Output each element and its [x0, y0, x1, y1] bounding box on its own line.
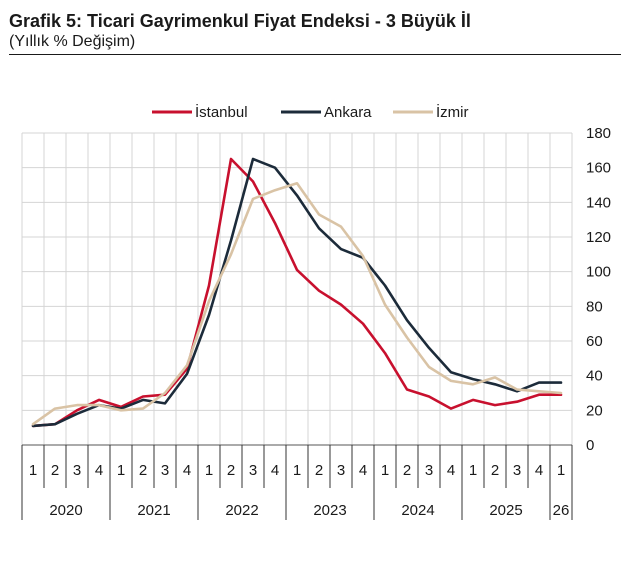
quarter-label: 2 — [139, 462, 147, 479]
chart-title: Grafik 5: Ticari Gayrimenkul Fiyat Endek… — [9, 11, 471, 31]
year-label: 2022 — [225, 502, 258, 519]
quarter-label: 3 — [249, 462, 257, 479]
chart-subtitle: (Yıllık % Değişim) — [9, 33, 136, 50]
y-tick-label: 180 — [586, 125, 611, 142]
quarter-label: 2 — [403, 462, 411, 479]
quarter-label: 3 — [161, 462, 169, 479]
quarter-label: 4 — [535, 462, 543, 479]
series-line — [31, 157, 563, 428]
year-label: 2021 — [137, 502, 170, 519]
series-lines — [31, 157, 563, 428]
quarter-label: 2 — [315, 462, 323, 479]
legend-label: İstanbul — [195, 103, 248, 121]
quarter-label: 4 — [271, 462, 279, 479]
year-label: 26 — [553, 502, 570, 519]
quarter-label: 3 — [513, 462, 521, 479]
y-tick-label: 100 — [586, 264, 611, 281]
year-label: 2025 — [489, 502, 522, 519]
quarter-label: 1 — [117, 462, 125, 479]
y-tick-label: 140 — [586, 194, 611, 211]
legend-label: İzmir — [436, 103, 469, 121]
year-label: 2020 — [49, 502, 82, 519]
series-line — [31, 182, 563, 426]
series-line — [31, 157, 563, 428]
quarter-label: 1 — [293, 462, 301, 479]
legend-label: Ankara — [324, 104, 372, 121]
quarter-label: 1 — [205, 462, 213, 479]
y-axis: 0 20 40 60 80 100 120 140 160 180 — [586, 125, 611, 454]
quarter-label: 1 — [381, 462, 389, 479]
quarter-label: 4 — [95, 462, 103, 479]
year-label: 2024 — [401, 502, 434, 519]
quarter-label: 3 — [337, 462, 345, 479]
y-tick-label: 20 — [586, 402, 603, 419]
quarter-label: 4 — [183, 462, 191, 479]
y-tick-label: 0 — [586, 437, 594, 454]
y-tick-label: 80 — [586, 298, 603, 315]
title-block: Grafik 5: Ticari Gayrimenkul Fiyat Endek… — [9, 10, 621, 55]
quarter-label: 1 — [469, 462, 477, 479]
y-tick-label: 120 — [586, 229, 611, 246]
y-tick-label: 160 — [586, 160, 611, 177]
quarter-label: 3 — [73, 462, 81, 479]
year-label: 2023 — [313, 502, 346, 519]
quarter-label: 2 — [227, 462, 235, 479]
y-tick-label: 60 — [586, 333, 603, 350]
grid-lines — [21, 132, 573, 446]
quarter-label: 2 — [51, 462, 59, 479]
y-tick-label: 40 — [586, 368, 603, 385]
quarter-label: 1 — [557, 462, 565, 479]
quarter-label: 3 — [425, 462, 433, 479]
legend: İstanbul Ankara İzmir — [152, 103, 469, 121]
quarter-label: 4 — [447, 462, 455, 479]
quarter-label: 2 — [491, 462, 499, 479]
quarter-label: 1 — [29, 462, 37, 479]
quarter-label: 4 — [359, 462, 367, 479]
